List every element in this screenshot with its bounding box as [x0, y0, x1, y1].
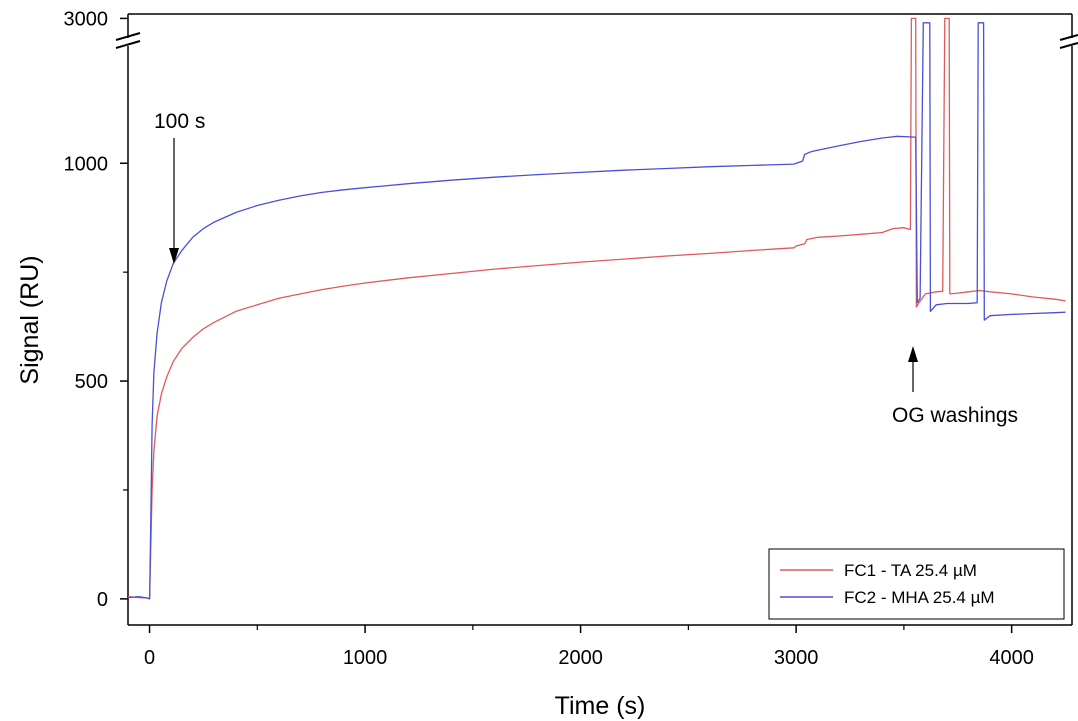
x-tick-label: 4000	[989, 647, 1034, 669]
x-tick-label: 1000	[343, 647, 388, 669]
x-axis-title: Time (s)	[555, 692, 646, 720]
ticks	[120, 17, 1013, 633]
y-tick-label: 1000	[64, 153, 109, 175]
legend: FC1 - TA 25.4 µM FC2 - MHA 25.4 µM	[768, 548, 1065, 620]
axis-break-right	[1059, 34, 1078, 49]
legend-label-fc2: FC2 - MHA 25.4 µM	[844, 588, 995, 607]
series-line-2	[127, 22, 1066, 600]
x-tick-label: 0	[144, 647, 155, 669]
annotation-100s: 100 s	[154, 110, 205, 133]
tick-labels: 0 1000 2000 3000 4000 0 500 1000 3000	[64, 8, 1034, 669]
y-tick-label: 3000	[64, 8, 109, 30]
series-line-1	[127, 17, 1066, 600]
series-lines	[127, 17, 1066, 600]
y-tick-label: 500	[75, 371, 108, 393]
arrow-og-washings	[908, 346, 918, 392]
x-tick-label: 3000	[774, 647, 819, 669]
axis-break-left	[115, 32, 141, 49]
plot-frame	[115, 13, 1078, 626]
arrow-100s	[169, 138, 179, 264]
y-tick-label: 0	[97, 589, 108, 611]
y-axis-title: Signal (RU)	[16, 255, 44, 384]
x-tick-label: 2000	[558, 647, 603, 669]
annotation-og-washings: OG washings	[892, 404, 1018, 427]
legend-label-fc1: FC1 - TA 25.4 µM	[844, 561, 977, 580]
legend-box	[768, 548, 1065, 620]
